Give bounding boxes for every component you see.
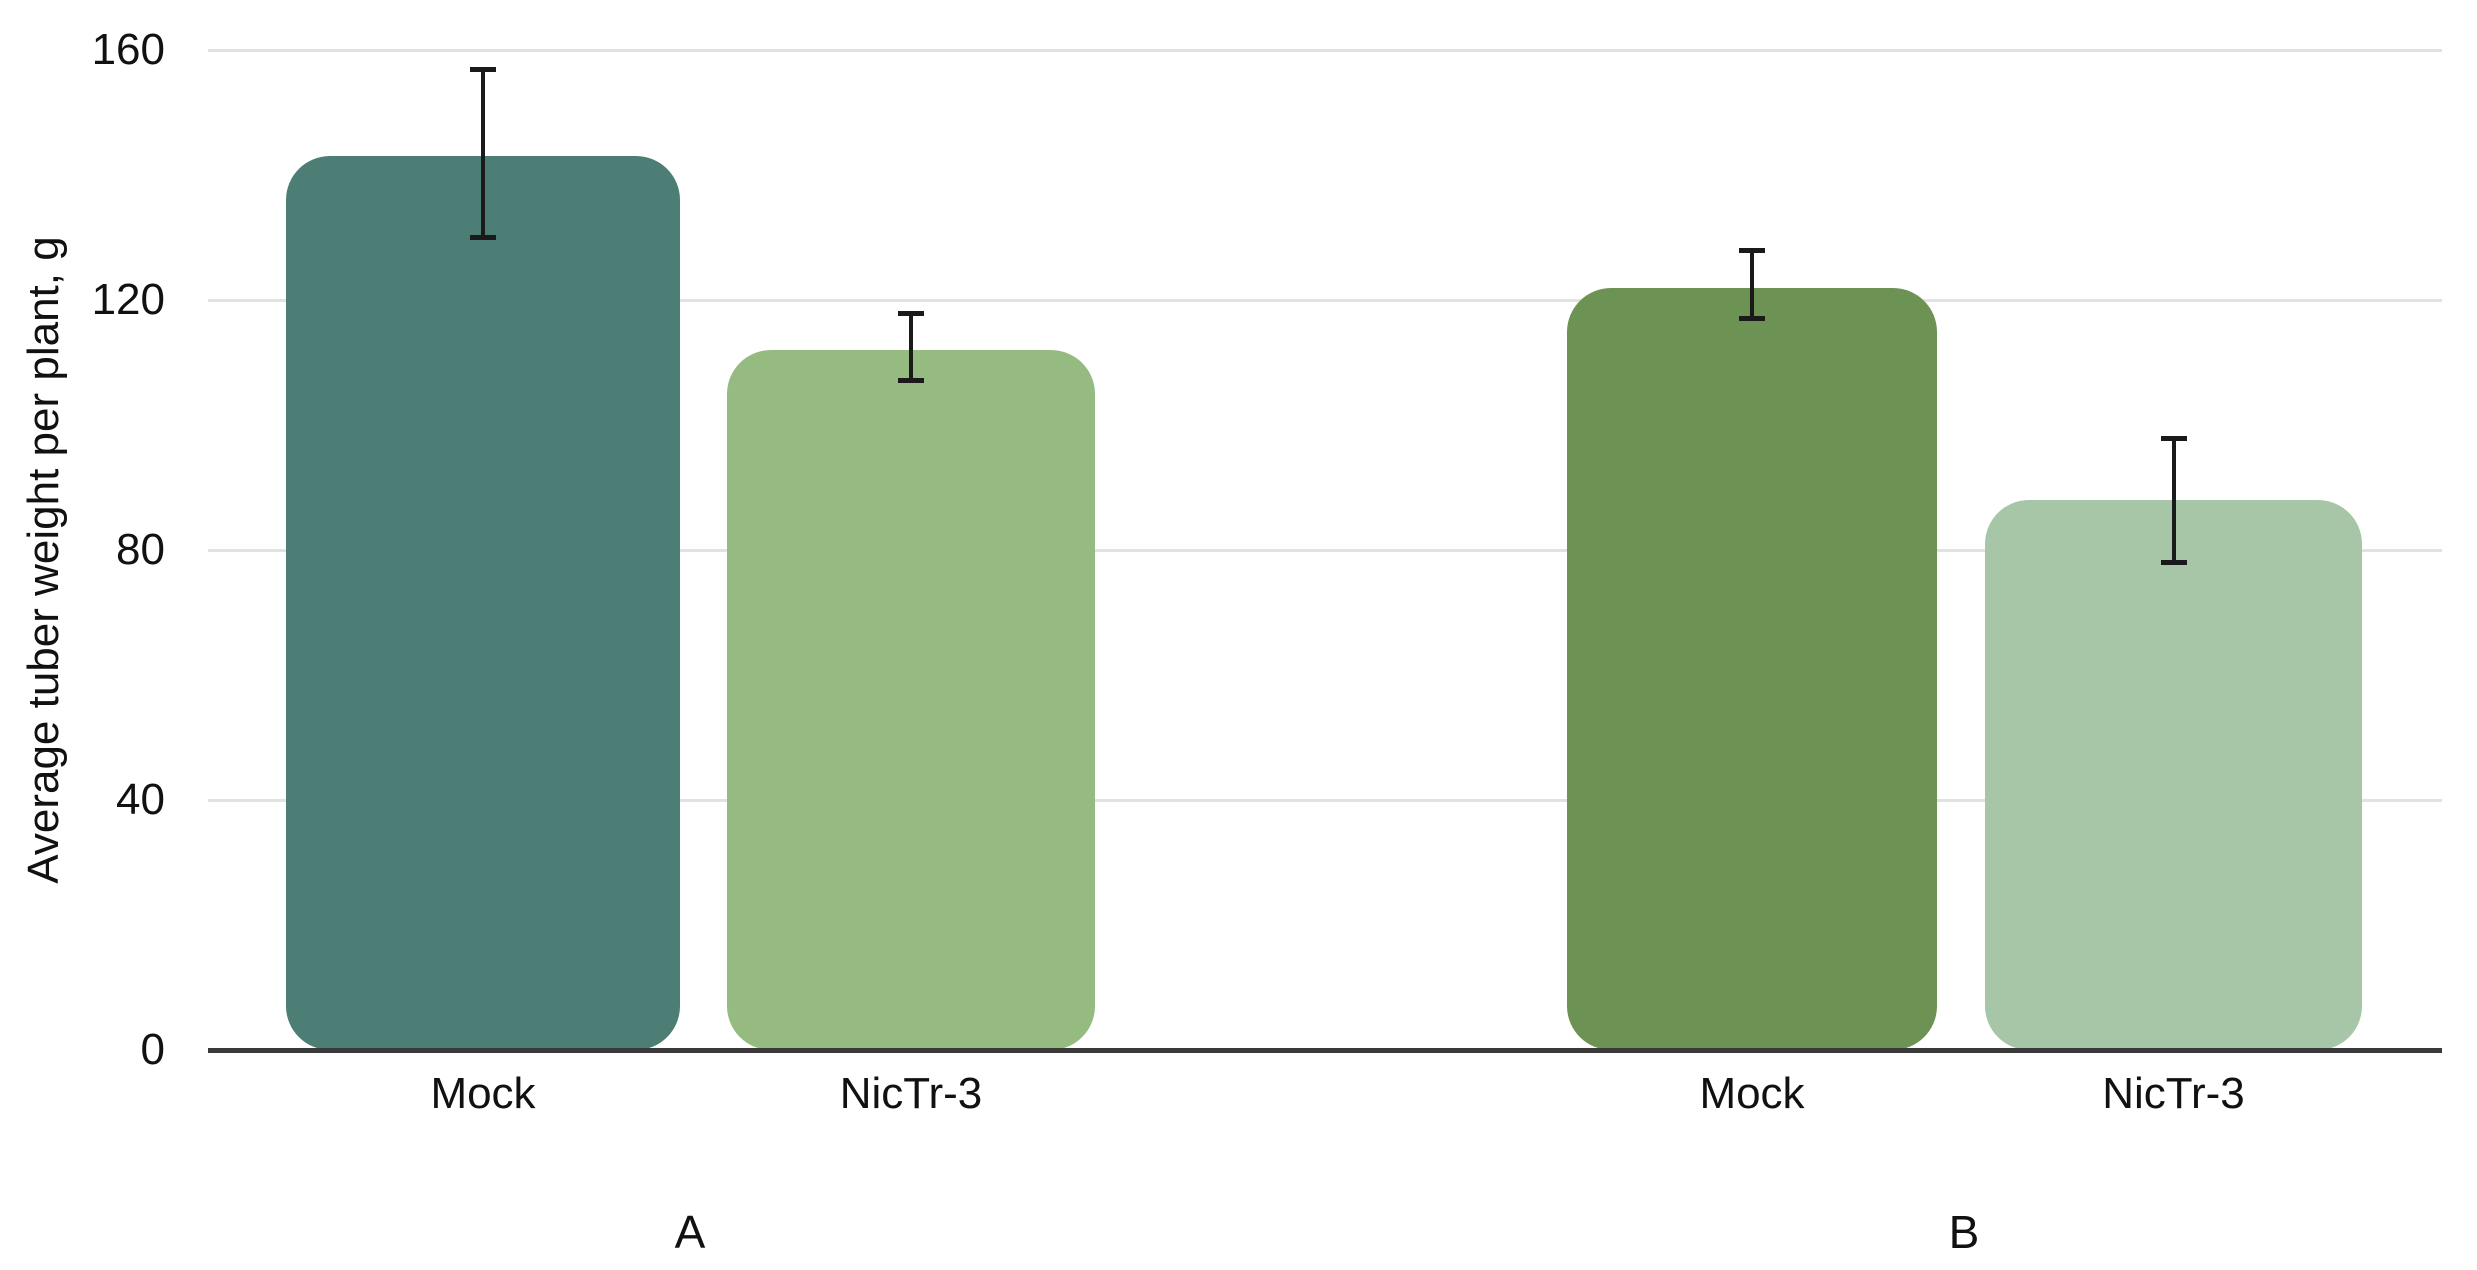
error-bar-line-b-nictr-3 bbox=[2171, 437, 2176, 563]
error-bar-cap-bottom-b-mock bbox=[1739, 315, 1765, 321]
x-label-a-mock: Mock bbox=[430, 1069, 536, 1118]
error-bar-line-a-mock bbox=[481, 68, 485, 238]
bar-a-mock bbox=[286, 156, 680, 1050]
bar-b-mock bbox=[1567, 287, 1937, 1050]
error-bar-cap-top-a-mock bbox=[470, 66, 496, 72]
x-label-a-nictr-3: NicTr-3 bbox=[839, 1069, 983, 1118]
x-label-b-mock: Mock bbox=[1699, 1069, 1805, 1118]
y-tick-label-120: 120 bbox=[91, 275, 165, 324]
x-axis-line bbox=[208, 1047, 2442, 1053]
y-tick-label-40: 40 bbox=[116, 775, 165, 824]
x-label-b-nictr-3: NicTr-3 bbox=[2102, 1069, 2245, 1118]
y-tick-label-80: 80 bbox=[116, 525, 165, 574]
y-tick-label-0: 0 bbox=[140, 1025, 165, 1074]
error-bar-cap-bottom-b-nictr-3 bbox=[2160, 559, 2187, 565]
gridline-160 bbox=[208, 48, 2442, 52]
error-bar-cap-top-b-nictr-3 bbox=[2160, 435, 2187, 441]
error-bar-cap-top-a-nictr-3 bbox=[898, 310, 924, 316]
error-bar-line-a-nictr-3 bbox=[909, 312, 913, 382]
y-tick-label-160: 160 bbox=[91, 25, 165, 74]
error-bar-cap-bottom-a-nictr-3 bbox=[898, 378, 924, 384]
gridline-80 bbox=[208, 548, 2442, 552]
group-label-a: A bbox=[674, 1206, 706, 1258]
error-bar-cap-top-b-mock bbox=[1739, 248, 1765, 253]
error-bar-line-b-mock bbox=[1750, 250, 1754, 319]
error-bar-cap-bottom-a-mock bbox=[470, 234, 496, 240]
group-label-b: B bbox=[1948, 1206, 1980, 1258]
gridline-40 bbox=[208, 798, 2442, 802]
gridline-120 bbox=[208, 298, 2442, 302]
bar-b-nictr-3 bbox=[1985, 500, 2362, 1050]
bar-a-nictr-3 bbox=[727, 350, 1095, 1050]
